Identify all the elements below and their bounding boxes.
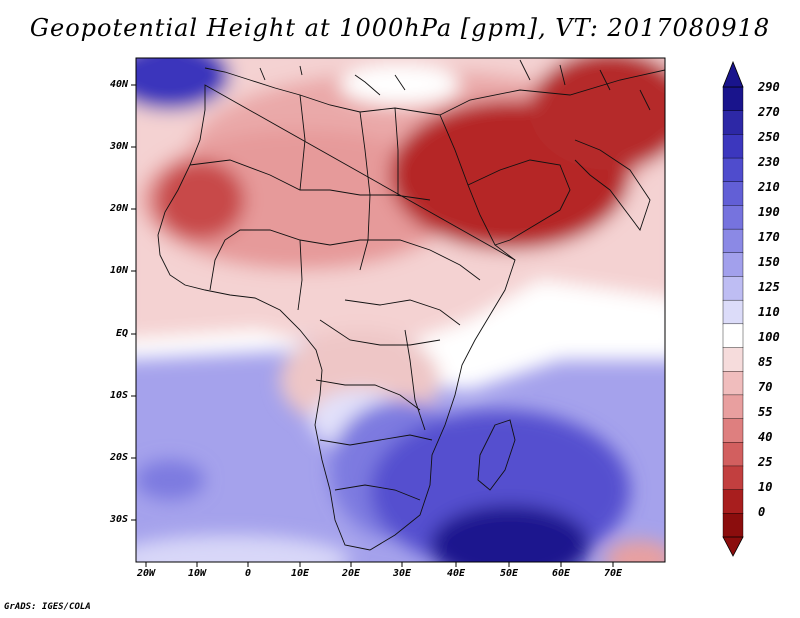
colorbar-label: 250 (758, 130, 780, 144)
plot-frame (135, 57, 666, 563)
map-title: Geopotential Height at 1000hPa [gpm], VT… (29, 14, 771, 42)
colorbar-label: 0 (758, 505, 766, 519)
colorbar-label: 100 (758, 330, 780, 344)
colorbar-label: 10 (758, 480, 773, 494)
colorbar-label: 85 (758, 355, 773, 369)
lon-label: 20E (341, 568, 361, 579)
colorbar-bottom-arrow (722, 536, 744, 557)
colorbar-swatch (722, 134, 744, 159)
colorbar-swatch (722, 371, 744, 396)
colorbar-swatch (722, 323, 744, 349)
colorbar-swatch (722, 442, 744, 467)
lat-label: 20S (109, 452, 128, 463)
axis-ticks (131, 84, 614, 567)
colorbar-swatch (722, 418, 744, 443)
grads-credit: GrADS: IGES/COLA (4, 602, 91, 612)
colorbar-swatch (722, 228, 744, 254)
lat-label: 10S (109, 390, 128, 401)
colorbar-swatch (722, 110, 744, 135)
lon-label: 10E (290, 568, 310, 579)
colorbar-swatch (722, 252, 744, 277)
colorbar-top-arrow (722, 60, 744, 88)
lat-label: EQ (115, 328, 128, 339)
lat-label: 40N (109, 79, 128, 90)
colorbar-swatch (722, 86, 744, 112)
colorbar-swatch (722, 276, 744, 301)
colorbar-swatch (722, 157, 744, 183)
colorbar-swatch (722, 205, 744, 230)
lon-label: 30E (392, 568, 412, 579)
colorbar-label: 290 (758, 80, 780, 94)
lon-label: 0 (244, 568, 252, 579)
colorbar-label: 25 (758, 455, 773, 469)
colorbar-label: 170 (758, 230, 780, 244)
lon-label: 50E (499, 568, 519, 579)
lon-label: 70E (603, 568, 623, 579)
colorbar-swatch (722, 347, 744, 372)
colorbar-label: 125 (758, 280, 780, 294)
colorbar (722, 86, 744, 538)
colorbar-label: 40 (758, 430, 773, 444)
colorbar-swatch (722, 513, 744, 538)
lat-label: 30S (109, 514, 128, 525)
colorbar-label: 55 (758, 405, 773, 419)
colorbar-label: 230 (758, 155, 780, 169)
lat-label: 20N (109, 203, 128, 214)
colorbar-swatch (722, 181, 744, 206)
colorbar-swatch (722, 489, 744, 514)
colorbar-swatch (722, 465, 744, 491)
colorbar-swatch (722, 299, 744, 325)
colorbar-label: 190 (758, 205, 780, 219)
lat-label: 10N (109, 265, 128, 276)
colorbar-label: 110 (758, 305, 780, 319)
lon-label: 20W (136, 568, 156, 579)
lat-label: 30N (109, 141, 128, 152)
colorbar-label: 270 (758, 105, 780, 119)
colorbar-label: 210 (758, 180, 780, 194)
colorbar-swatch (722, 394, 744, 420)
country-borders (157, 59, 665, 551)
lon-label: 40E (446, 568, 466, 579)
lon-label: 60E (551, 568, 571, 579)
height-field (136, 58, 665, 562)
colorbar-label: 150 (758, 255, 780, 269)
lon-label: 10W (187, 568, 207, 579)
colorbar-label: 70 (758, 380, 773, 394)
